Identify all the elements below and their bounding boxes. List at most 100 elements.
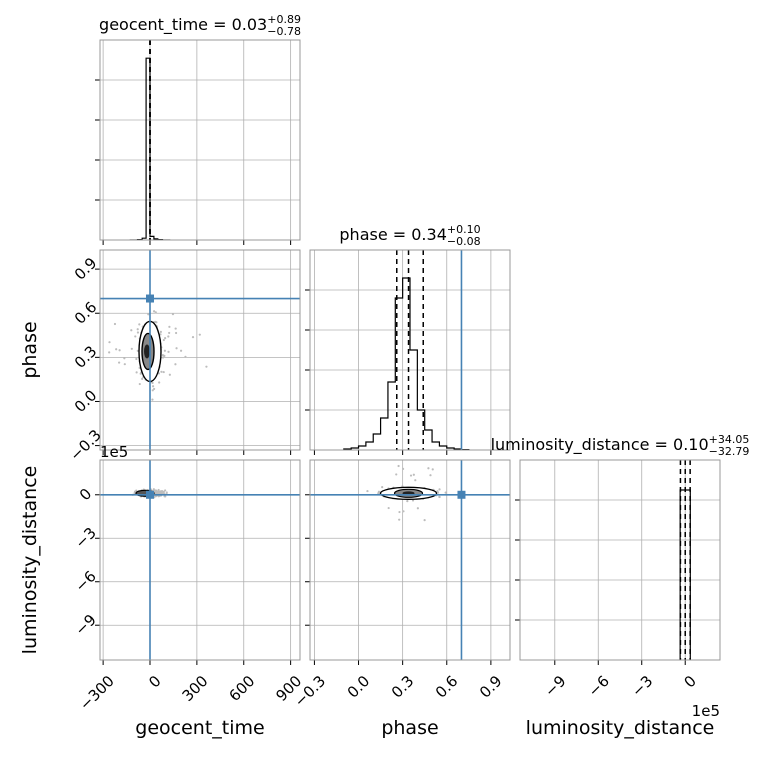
sample-point <box>164 336 167 340</box>
sample-point <box>168 331 171 335</box>
title-err-plus: +0.89 <box>267 13 301 26</box>
title-luminosity_distance: luminosity_distance = 0.10+34.05 −32.79 <box>491 433 750 458</box>
x-tick-label: −300 <box>76 672 118 714</box>
sample-point <box>134 335 137 338</box>
sample-point <box>191 335 195 339</box>
x-tick-label: −9 <box>541 672 569 700</box>
sample-point <box>179 349 183 352</box>
sample-point <box>115 348 118 351</box>
x-tick-label: 0.3 <box>388 672 418 702</box>
panel-frame <box>519 459 721 661</box>
sample-point <box>136 328 139 331</box>
sample-point <box>175 331 178 335</box>
sample-point <box>398 510 401 514</box>
sample-point <box>392 456 394 458</box>
sample-point <box>136 331 140 334</box>
title-err-minus: −0.78 <box>267 25 301 38</box>
sample-point <box>423 519 426 522</box>
sample-point <box>409 474 413 477</box>
x-tick-label: 0.9 <box>476 672 506 702</box>
sample-point <box>130 329 133 332</box>
x-tick-label: 0 <box>145 672 164 691</box>
sample-point <box>163 354 166 357</box>
sample-point <box>381 486 384 489</box>
sample-point <box>377 490 381 493</box>
x-tick-label: 0.6 <box>432 672 462 702</box>
sample-point <box>155 491 158 494</box>
sample-point <box>118 361 121 364</box>
title-text: geocent_time = 0.03 <box>99 15 267 35</box>
sample-point <box>152 488 155 491</box>
panel-content <box>100 250 300 450</box>
sample-point <box>427 467 430 470</box>
x-axis-label-geocent_time: geocent_time <box>135 717 264 739</box>
title-err-minus: −0.08 <box>447 235 481 248</box>
sample-point <box>431 468 434 471</box>
sample-point <box>397 464 400 468</box>
sample-point <box>429 474 432 477</box>
x-tick-label: −3 <box>628 672 656 700</box>
sample-point <box>438 488 441 491</box>
sample-point <box>174 327 177 330</box>
sample-point <box>159 333 162 336</box>
y-tick-label: 0 <box>76 485 95 504</box>
x-offset-text: 1e5 <box>692 702 720 720</box>
sample-point <box>171 313 175 316</box>
sample-point <box>108 341 111 344</box>
sample-point <box>130 347 133 350</box>
panel-frame <box>309 459 511 661</box>
panel-frame <box>309 249 511 451</box>
truth-marker <box>457 490 466 499</box>
y-tick-label: −9 <box>71 611 99 639</box>
y-offset-text: 1e5 <box>100 443 128 461</box>
x-axis-label-luminosity_distance: luminosity_distance <box>526 717 715 739</box>
sample-point <box>123 363 126 366</box>
sample-point <box>153 387 156 391</box>
sample-point <box>152 310 156 313</box>
panel-geocent_time-vs-phase <box>95 249 301 455</box>
x-tick-label: 0.0 <box>344 672 374 702</box>
sample-point <box>398 518 401 521</box>
sample-point <box>198 333 201 336</box>
sample-point <box>416 507 419 510</box>
sample-point <box>147 313 150 316</box>
sample-point <box>161 356 165 359</box>
sample-point <box>151 398 154 401</box>
sample-point <box>135 371 138 374</box>
panel-content <box>343 250 470 450</box>
y-tick-label: 0.3 <box>71 342 101 372</box>
sample-point <box>168 373 171 376</box>
sample-point <box>174 363 177 366</box>
truth-marker <box>146 490 154 499</box>
sample-point <box>162 370 165 374</box>
sample-point <box>154 495 158 498</box>
histogram-phase <box>343 277 470 450</box>
sample-point <box>401 467 405 470</box>
sample-point <box>151 389 154 392</box>
sample-point <box>165 491 168 494</box>
title-text: luminosity_distance = 0.10 <box>491 435 709 455</box>
sample-point <box>138 323 141 326</box>
panel-content <box>100 460 300 660</box>
panel-frame <box>99 39 301 241</box>
title-err-minus: −32.79 <box>709 445 750 458</box>
x-tick-label: 600 <box>226 672 259 705</box>
sample-point <box>108 351 111 354</box>
sample-point <box>151 385 155 388</box>
sample-point <box>157 490 160 493</box>
panel-frame <box>99 249 301 451</box>
sample-point <box>154 311 157 314</box>
panel-luminosity_distance-hist <box>515 459 721 665</box>
sample-point <box>414 479 417 482</box>
sample-point <box>366 489 369 493</box>
sample-point <box>160 370 163 373</box>
y-tick-label: −3 <box>71 524 99 552</box>
panel-geocent_time-hist <box>95 39 301 245</box>
density-peak <box>144 344 150 359</box>
sample-point <box>387 506 390 510</box>
panel-content <box>310 456 510 660</box>
sample-point <box>123 357 126 360</box>
panel-phase-vs-luminosity_distance <box>305 456 511 665</box>
y-tick-label: 0.9 <box>71 254 101 284</box>
